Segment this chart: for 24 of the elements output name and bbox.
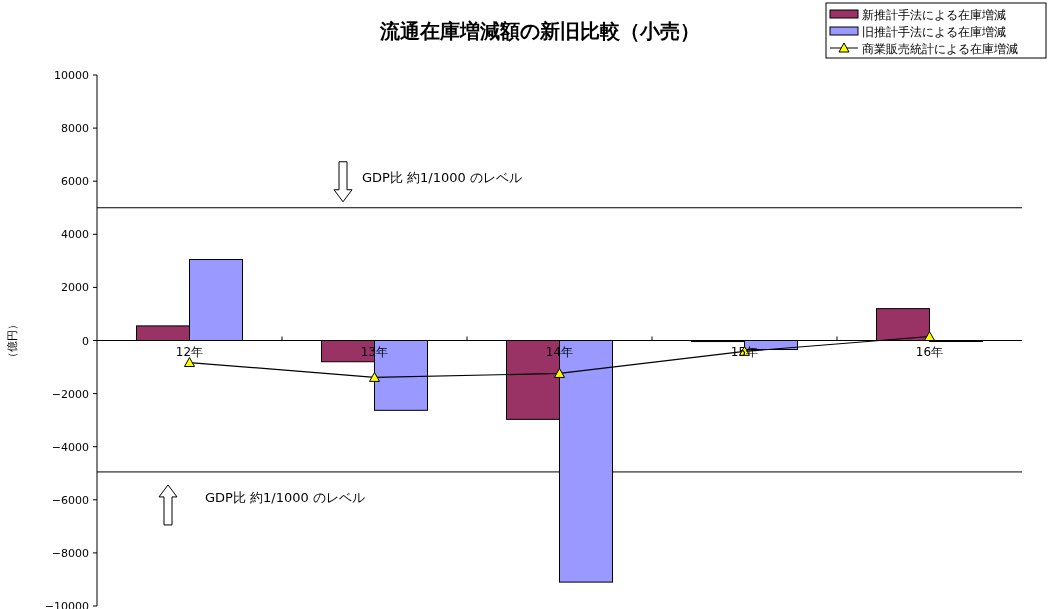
y-tick-label: 10000 <box>54 69 89 82</box>
y-tick-label: −4000 <box>51 440 89 454</box>
x-tick-label: 15年 <box>730 344 759 359</box>
point <box>369 371 380 382</box>
y-tick-label: 6000 <box>61 175 89 189</box>
y-axis-title: （億円） <box>6 318 19 363</box>
y-tick-label: −8000 <box>51 546 89 560</box>
y-tick-label: 8000 <box>61 122 89 136</box>
point <box>184 357 195 368</box>
chart-title: 流通在庫増減額の新旧比較（小売） <box>379 19 700 43</box>
y-tick-label: 2000 <box>61 281 89 295</box>
point <box>554 367 565 378</box>
y-tick-label: 0 <box>82 334 89 348</box>
annotation: GDP比 約1/1000 のレベル <box>362 169 522 185</box>
point <box>924 331 935 342</box>
y-tick-label: −6000 <box>51 493 89 507</box>
x-tick-label: 16年 <box>915 344 944 359</box>
annotation: GDP比 約1/1000 のレベル <box>205 489 365 505</box>
y-tick-label: −2000 <box>51 387 89 401</box>
legend-label: 商業販売統計による在庫増減 <box>862 42 1018 56</box>
y-tick-label: 4000 <box>61 228 89 242</box>
x-tick-label: 12年 <box>175 344 204 359</box>
legend-label: 旧推計手法による在庫増減 <box>862 25 1006 39</box>
legend-label: 新推計手法による在庫増減 <box>862 8 1006 22</box>
